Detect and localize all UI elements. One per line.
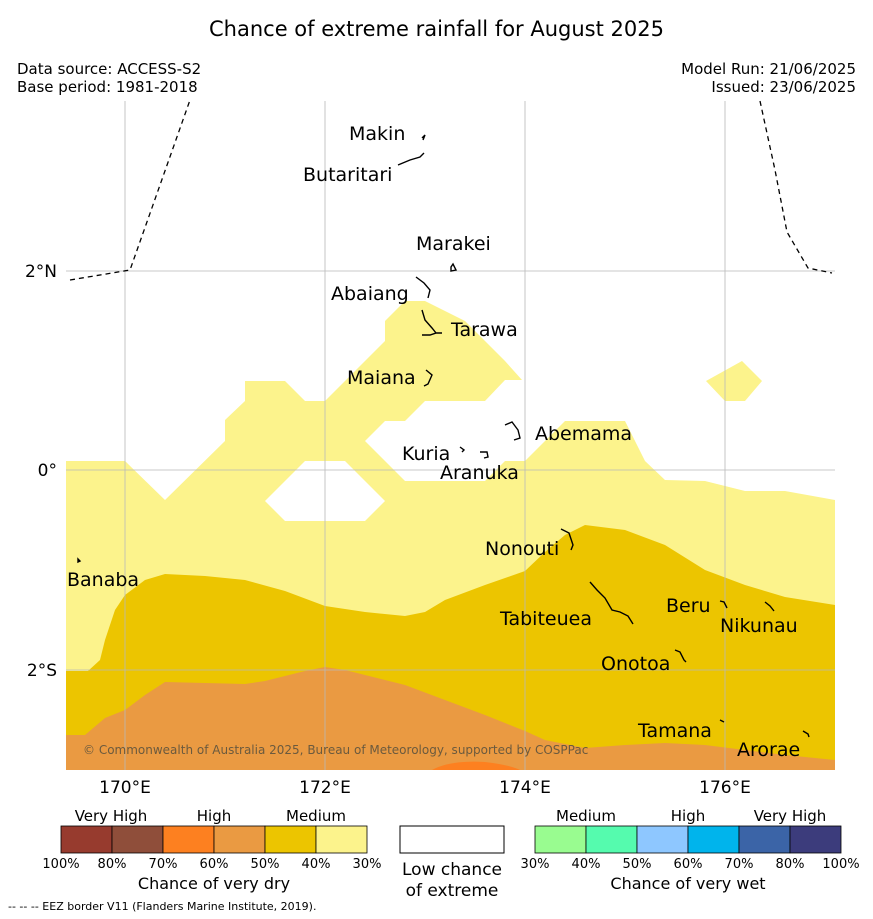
nikunau-island (764, 601, 775, 612)
dry-tick-label: 80% (98, 857, 127, 872)
lat-label-2n: 2°N (25, 262, 57, 282)
kuria-island (459, 446, 466, 453)
wet-colorbar-title: Chance of very wet (610, 874, 765, 893)
lon-label-172: 172°E (299, 778, 351, 798)
dry-colorbar: Very High High Medium 100% 80% 70% 60% 50% 40… (42, 807, 381, 893)
meta-left: Data source: ACCESS-S2 Base period: 1981… (17, 60, 201, 96)
issued-date: Issued: 23/06/2025 (711, 78, 856, 96)
place-beru: Beru (666, 595, 711, 617)
dry-50-60-region (66, 667, 835, 770)
wet-swatch (738, 825, 791, 854)
lat-label-2s: 2°S (27, 661, 57, 681)
place-banaba: Banaba (67, 569, 139, 591)
wet-tick-label: 70% (725, 857, 754, 872)
dry-swatch (60, 825, 113, 854)
wet-swatch (687, 825, 740, 854)
low-chance-swatch (399, 825, 505, 854)
beru-island (719, 600, 728, 609)
wet-swatch (585, 825, 638, 854)
place-maiana: Maiana (347, 367, 416, 389)
meta-right: Model Run: 21/06/2025 Issued: 23/06/2025 (681, 60, 856, 96)
lon-label-174: 174°E (499, 778, 551, 798)
dry-swatch (315, 825, 368, 854)
arorae-island (802, 730, 810, 738)
place-marakei: Marakei (416, 233, 491, 255)
nonouti-island (560, 528, 574, 551)
dry-tick-label: 100% (42, 857, 79, 872)
wet-tick-label: 40% (572, 857, 601, 872)
lat-label-0: 0° (38, 461, 57, 481)
dry-category-medium: Medium (286, 807, 346, 825)
dry-tick-label: 70% (149, 857, 178, 872)
wet-tick-label: 30% (521, 857, 550, 872)
dry-tick-label: 60% (200, 857, 229, 872)
place-tamana: Tamana (637, 720, 712, 742)
low-chance-line1: Low chance (402, 860, 502, 880)
dry-tick-label: 40% (302, 857, 331, 872)
dry-30-40-region (706, 361, 762, 401)
tarawa-island (421, 309, 442, 336)
makin-island (421, 134, 426, 141)
tabiteuea-island (589, 581, 634, 625)
wet-colorbar: Medium High Very High 30% 40% 50% 60% 70% 80%… (521, 807, 860, 893)
wet-tick-label: 60% (674, 857, 703, 872)
abaiang-island (415, 276, 431, 299)
place-arorae: Arorae (737, 739, 800, 761)
place-onotoa: Onotoa (601, 653, 670, 675)
dry-swatch (264, 825, 317, 854)
place-nonouti: Nonouti (485, 538, 559, 560)
place-nikunau: Nikunau (720, 615, 798, 637)
place-makin: Makin (349, 123, 405, 145)
wet-category-very-high: Very High (754, 807, 827, 825)
abemama-island (504, 421, 521, 441)
place-kuria: Kuria (402, 443, 450, 465)
place-tarawa: Tarawa (450, 319, 518, 341)
wet-category-high: High (671, 807, 705, 825)
eez-footnote: -- -- -- EEZ border V11 (Flanders Marine… (8, 900, 317, 913)
butaritari-island (397, 152, 425, 166)
base-period: Base period: 1981-2018 (17, 78, 198, 96)
wet-swatch (789, 825, 842, 854)
banaba-island (77, 557, 82, 564)
model-run: Model Run: 21/06/2025 (681, 60, 856, 78)
dry-swatch (111, 825, 164, 854)
gridlines (66, 101, 835, 770)
dry-swatch (213, 825, 266, 854)
copyright-note: © Commonwealth of Australia 2025, Bureau… (83, 743, 588, 757)
island-outlines (77, 134, 810, 738)
dry-category-very-high: Very High (75, 807, 148, 825)
dry-colorbar-title: Chance of very dry (138, 874, 290, 893)
data-source: Data source: ACCESS-S2 (17, 60, 202, 78)
maiana-island (423, 369, 433, 387)
tamana-island (719, 719, 725, 723)
wet-tick-label: 80% (776, 857, 805, 872)
wet-tick-label: 50% (623, 857, 652, 872)
dry-60-70-region (432, 761, 520, 770)
low-chance-legend: Low chance of extreme (399, 825, 505, 901)
aranuka-island (480, 451, 489, 459)
lon-label-170: 170°E (99, 778, 151, 798)
dry-category-high: High (197, 807, 231, 825)
eez-border (69, 99, 833, 281)
low-chance-line2: of extreme (406, 881, 499, 901)
place-abaiang: Abaiang (331, 283, 409, 305)
place-tabiteuea: Tabiteuea (499, 608, 592, 630)
place-butaritari: Butaritari (303, 164, 392, 186)
map-title: Chance of extreme rainfall for August 20… (209, 17, 664, 41)
wet-tick-label: 100% (822, 857, 859, 872)
wet-swatch (636, 825, 689, 854)
onotoa-island (674, 649, 687, 663)
dry-tick-label: 30% (353, 857, 382, 872)
lon-label-176: 176°E (699, 778, 751, 798)
place-aranuka: Aranuka (440, 462, 519, 484)
dry-swatch (162, 825, 215, 854)
place-abemama: Abemama (535, 423, 632, 445)
marakei-island (450, 262, 458, 272)
wet-swatch (534, 825, 587, 854)
wet-category-medium: Medium (556, 807, 616, 825)
dry-tick-label: 50% (251, 857, 280, 872)
